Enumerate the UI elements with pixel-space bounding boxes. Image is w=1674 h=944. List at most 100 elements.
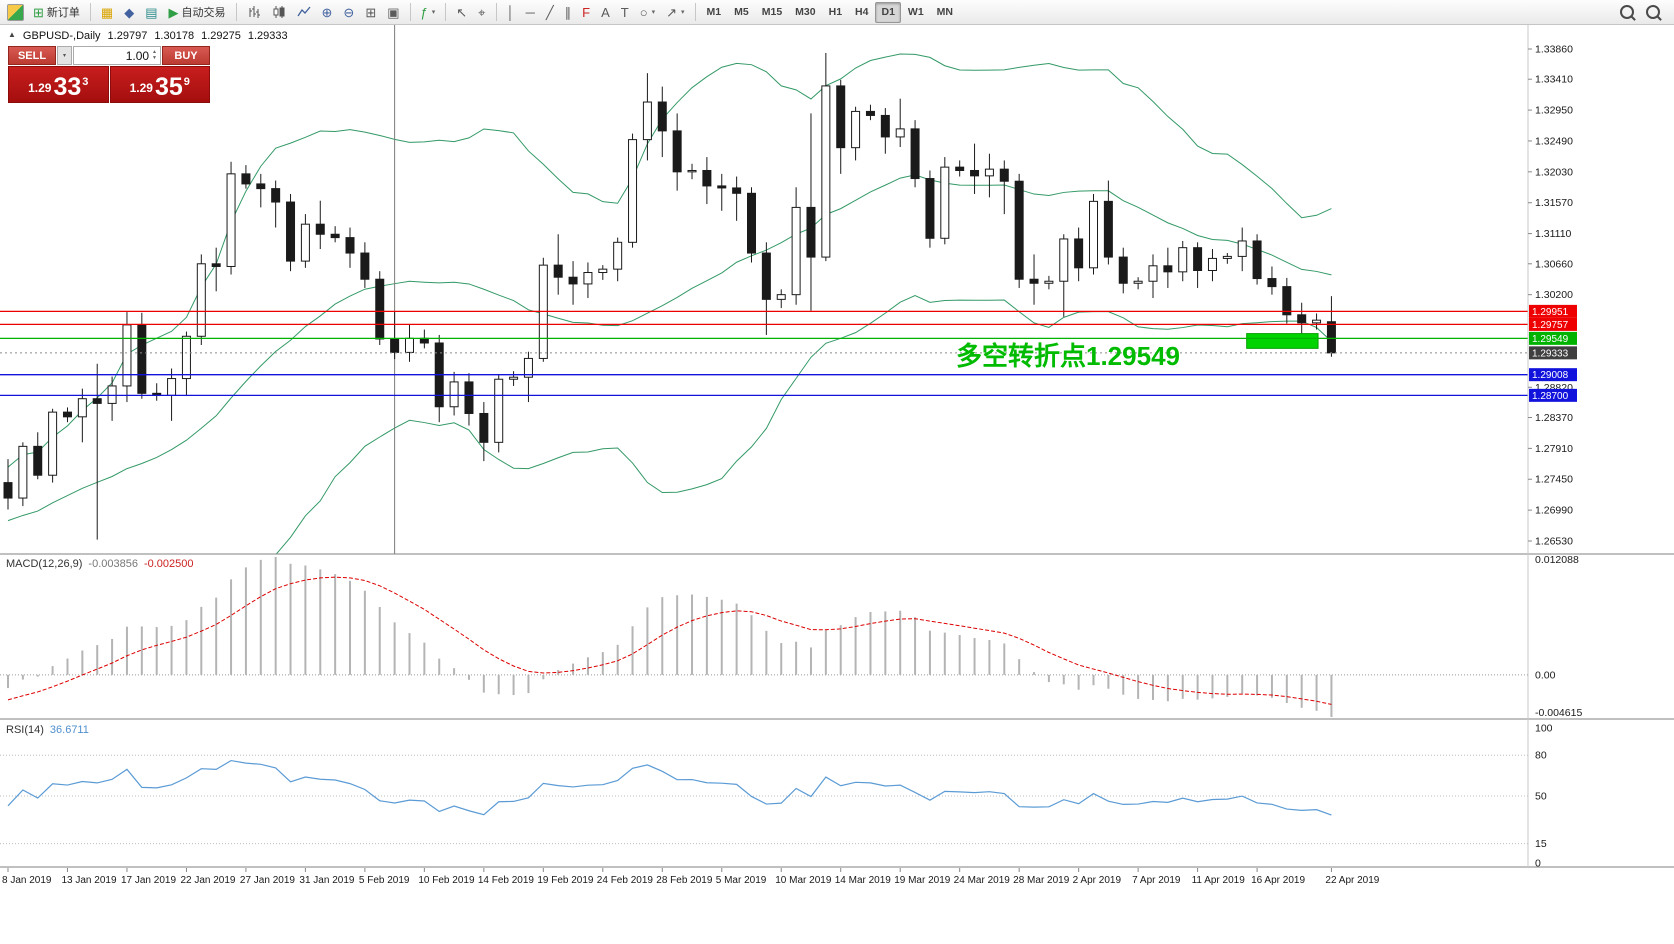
tile-windows-button[interactable]: ⊞ <box>360 2 381 23</box>
timeframe-toolbar: M1 M5 M15 M30 H1 H4 D1 W1 MN <box>701 1 959 23</box>
magnifier-icon[interactable] <box>1646 5 1660 19</box>
candle <box>1133 280 1143 284</box>
macd-histogram <box>7 557 1333 717</box>
timeframe-button-M1[interactable]: M1 <box>701 2 728 23</box>
macd-scale-label: 0.012088 <box>1535 554 1579 566</box>
bb-lower-band <box>275 294 1332 554</box>
buy-button[interactable]: BUY <box>162 46 210 65</box>
candle <box>702 169 712 187</box>
app-icon <box>7 3 24 21</box>
one-click-collapse-icon[interactable]: ▲ <box>8 30 16 39</box>
timeframe-button-W1[interactable]: W1 <box>902 2 930 23</box>
candle <box>642 101 652 141</box>
candle <box>910 128 920 180</box>
candle <box>1282 286 1292 316</box>
highlight-rectangle[interactable] <box>1246 333 1319 349</box>
annotation-text[interactable]: 多空转折点1.29549 <box>956 341 1180 371</box>
sell-price-box[interactable]: 1.29 33 3 <box>8 66 109 103</box>
volume-stepper[interactable]: ▲ ▼ <box>152 49 157 61</box>
chart-window: 多空转折点1.29549 1.33860 1.33410 1.32950 1.32490… <box>0 25 1674 944</box>
toolbar-separator <box>235 3 237 21</box>
timeframe-button-M5[interactable]: M5 <box>728 2 755 23</box>
trendline-icon: ╱ <box>545 4 554 20</box>
chevron-down-icon: ▾ <box>431 9 436 16</box>
candle <box>479 412 489 443</box>
price-chart-canvas[interactable]: 多空转折点1.29549 1.33860 1.33410 1.32950 1.32490… <box>0 25 1674 944</box>
bar-chart-type-button[interactable] <box>242 2 266 23</box>
buy-price-big: 35 <box>154 72 183 101</box>
shapes-icon: ○ <box>639 4 648 20</box>
autotrade-button[interactable]: ▶ 自动交易 <box>164 2 231 23</box>
candlestick-chart-type-button[interactable] <box>267 2 291 23</box>
sell-price-sup: 3 <box>82 76 89 88</box>
price-tick-label: 1.32490 <box>1535 135 1573 147</box>
indicators-button[interactable]: ƒ ▾ <box>416 2 441 23</box>
timeframe-button-D1[interactable]: D1 <box>875 1 901 23</box>
volume-input[interactable]: 1.00 ▲ ▼ <box>73 46 161 65</box>
candlestick-chart-icon <box>273 6 284 18</box>
trendline-tool-button[interactable]: ╱ <box>541 2 559 23</box>
new-order-button[interactable]: ⊞ 新订单 <box>28 2 85 23</box>
fibonacci-tool-button[interactable]: F <box>577 2 595 23</box>
date-label: 13 Jan 2019 <box>61 875 116 886</box>
label-tool-button[interactable]: T <box>616 2 634 23</box>
new-order-icon: ⊞ <box>33 4 44 20</box>
text-tool-button[interactable]: A <box>596 2 615 23</box>
price-badge-label: 1.29333 <box>1532 348 1569 359</box>
horizontal-line-tool-button[interactable]: ─ <box>521 2 540 23</box>
candle <box>286 201 296 262</box>
profiles-button[interactable]: ▤ <box>140 2 162 23</box>
shapes-tool-button[interactable]: ○ ▾ <box>635 2 660 23</box>
equidistant-channel-icon: ∥ <box>564 4 572 20</box>
arrows-tool-button[interactable]: ↗ ▾ <box>661 2 689 23</box>
charts-button[interactable]: ▦ <box>96 2 118 23</box>
candle <box>62 411 72 418</box>
one-click-trading-panel: SELL ▾ 1.00 ▲ ▼ BUY 1.29 33 3 1.29 35 9 <box>8 46 210 103</box>
macd-indicator-header: MACD(12,26,9) -0.003856 -0.002500 <box>6 558 194 570</box>
ohlc-close: 1.29333 <box>247 30 288 42</box>
timeframe-button-H4[interactable]: H4 <box>849 2 874 23</box>
zoom-out-button[interactable]: ⊖ <box>338 2 359 23</box>
favorites-icon: ◆ <box>124 4 135 20</box>
channel-tool-button[interactable]: ∥ <box>560 2 577 23</box>
order-type-dropdown[interactable]: ▾ <box>57 46 72 65</box>
sell-price-big: 33 <box>53 72 82 101</box>
candle <box>1059 238 1069 282</box>
time-scale[interactable]: 8 Jan 2019 13 Jan 2019 17 Jan 2019 22 Jan 2… <box>2 868 1380 886</box>
bb-middle-band <box>7 174 1332 522</box>
vertical-line-tool-button[interactable]: │ <box>502 2 520 23</box>
candle <box>568 276 578 285</box>
buy-price-box[interactable]: 1.29 35 9 <box>109 66 210 103</box>
new-order-label: 新订单 <box>46 7 80 19</box>
price-tick-label: 1.27910 <box>1535 443 1573 455</box>
buy-price-small: 1.29 <box>129 81 153 96</box>
rsi-value: 36.6711 <box>49 724 89 736</box>
magnifier-icon[interactable] <box>1620 5 1634 19</box>
cursor-button[interactable]: ↖ <box>451 2 472 23</box>
timeframe-button-M15[interactable]: M15 <box>756 2 788 23</box>
favorites-button[interactable]: ◆ <box>119 2 139 23</box>
macd-scale-label: 0.00 <box>1535 669 1556 681</box>
date-label: 2 Apr 2019 <box>1073 875 1122 886</box>
line-chart-type-button[interactable] <box>292 2 316 23</box>
timeframe-button-H1[interactable]: H1 <box>823 2 848 23</box>
candle <box>1207 257 1217 272</box>
price-tick-label: 1.26990 <box>1535 505 1573 517</box>
price-scale[interactable]: 1.33860 1.33410 1.32950 1.32490 1.32030 1.315… <box>1528 44 1582 870</box>
candle <box>33 445 43 476</box>
timeframe-button-MN[interactable]: MN <box>931 2 959 23</box>
price-badge-label: 1.29951 <box>1532 307 1569 318</box>
timeframe-button-M30[interactable]: M30 <box>789 2 821 23</box>
sell-button[interactable]: SELL <box>8 46 56 65</box>
toolbar: ⊞ 新订单 ▦ ◆ ▤ ▶ 自动交易 ⊕ ⊖ ⊞ ▣ ƒ ▾ ↖ ⌖ │ ─ ╱… <box>0 0 1674 25</box>
date-label: 31 Jan 2019 <box>299 875 354 886</box>
cascade-windows-button[interactable]: ▣ <box>382 2 404 23</box>
candle <box>1326 321 1336 354</box>
zoom-in-button[interactable]: ⊕ <box>317 2 338 23</box>
crosshair-button[interactable]: ⌖ <box>473 2 490 23</box>
candle <box>583 272 593 285</box>
arrows-icon: ↗ <box>666 4 678 20</box>
rsi-line <box>7 759 1332 816</box>
candle <box>1118 256 1128 284</box>
candle <box>1237 240 1247 257</box>
